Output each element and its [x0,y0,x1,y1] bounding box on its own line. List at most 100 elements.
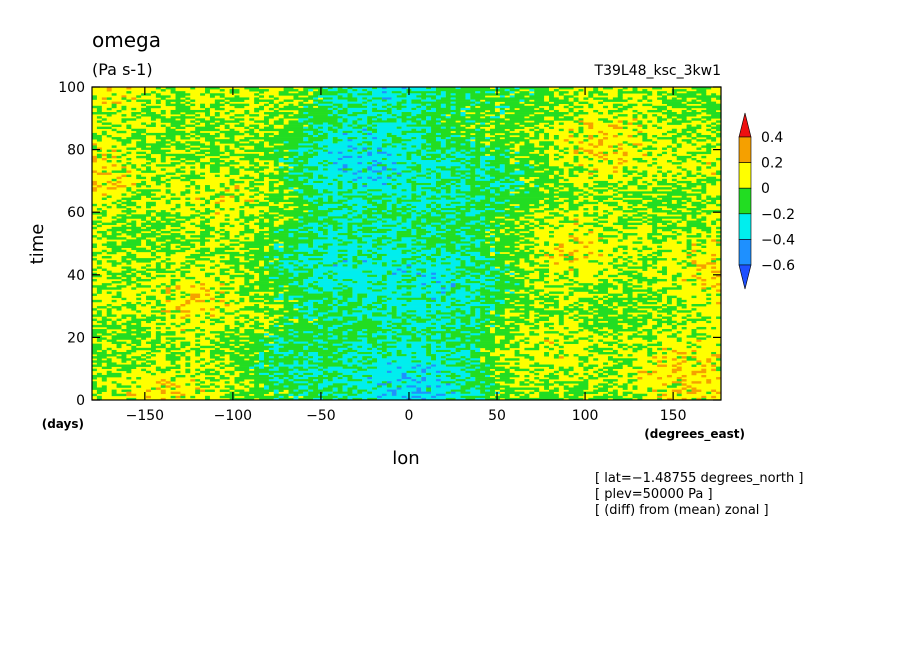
field-cell [588,260,599,263]
field-cell [666,322,672,326]
field-cell [416,247,422,251]
field-cell [308,105,314,109]
field-cell [372,335,378,338]
field-cell [435,208,441,211]
field-cell [313,199,323,203]
field-cell [160,139,166,142]
field-cell [141,170,156,173]
field-cell [411,155,422,159]
field-cell [136,278,151,282]
field-cell [362,297,377,301]
field-cell [180,310,191,313]
field-cell [352,210,358,213]
field-cell [440,205,456,209]
field-cell [480,216,486,219]
field-cell [160,260,166,263]
field-cell [426,193,466,196]
field-cell [470,203,476,207]
field-cell [499,147,510,150]
field-cell [440,235,461,238]
field-cell [671,162,682,165]
field-cell [298,160,304,163]
field-cell [92,251,102,255]
field-cell [214,107,225,111]
field-cell [401,107,412,111]
field-cell [662,174,667,178]
field-cell [288,295,304,299]
field-cell [490,318,525,322]
field-cell [131,339,142,342]
field-cell [327,310,338,313]
field-cell [607,274,618,278]
field-cell [406,304,427,307]
field-cell [357,345,363,349]
field-cell [367,122,373,125]
field-cell [254,304,260,307]
field-cell [475,266,486,269]
field-cell [126,276,132,280]
field-cell [362,224,382,228]
field-cell [249,132,260,136]
field-cell [445,333,451,336]
field-cell [141,147,161,150]
field-cell [480,274,486,278]
field-cell [558,191,574,194]
field-cell [431,281,436,284]
field-cell [529,166,535,169]
field-cell [288,191,299,194]
field-cell [377,162,382,165]
field-cell [460,331,471,334]
field-cell [475,112,481,115]
field-cell [642,268,648,271]
field-cell [386,320,392,324]
field-cell [367,99,373,102]
field-cell [627,205,633,209]
field-cell [706,195,712,198]
field-cell [126,199,132,203]
field-cell [445,91,476,94]
field-cell [681,130,687,134]
field-cell [92,212,107,215]
field-cell [647,287,653,290]
field-cell [268,101,274,104]
field-cell [426,310,432,313]
field-cell [612,264,628,267]
field-cell [435,304,441,307]
field-cell [578,324,623,328]
field-cell [121,258,127,261]
field-cell [357,331,363,334]
field-cell [406,243,412,246]
field-cell [396,210,402,213]
field-cell [524,170,535,173]
field-cell [180,114,186,117]
field-cell [205,274,210,278]
field-cell [485,91,495,94]
field-cell [131,128,147,132]
field-cell [322,87,328,90]
field-cell [470,187,486,190]
field-cell [509,322,515,326]
field-cell [332,197,348,200]
field-cell [136,329,147,332]
field-cell [92,331,107,334]
field-cell [460,312,466,315]
field-cell [711,326,717,330]
field-cell [396,297,432,301]
field-cell [357,122,368,125]
field-cell [195,333,206,336]
field-cell [96,216,102,219]
field-cell [141,224,147,228]
field-cell [342,314,363,317]
field-cell [470,162,481,165]
field-cell [126,91,132,94]
field-cell [406,345,412,349]
field-cell [470,199,476,203]
field-cell [283,157,289,161]
field-cell [681,160,687,163]
field-cell [470,210,486,213]
field-cell [259,172,264,175]
field-cell [421,151,441,155]
field-cell [185,157,201,161]
field-cell [396,182,402,186]
field-cell [445,335,451,338]
